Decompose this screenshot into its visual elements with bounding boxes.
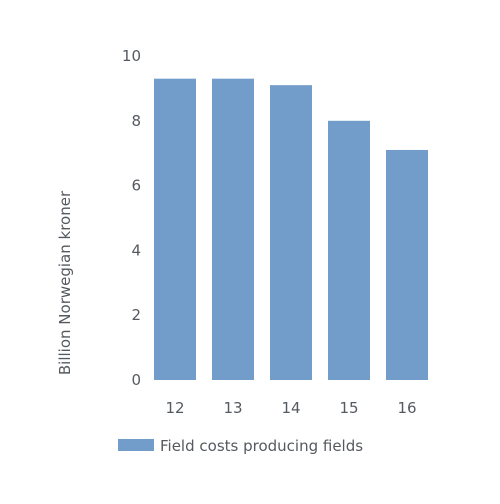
y-tick-label: 0 [131, 371, 141, 389]
y-tick-label: 8 [131, 112, 141, 130]
x-axis-ticks: 12 13 14 15 16 [165, 399, 416, 417]
y-tick-label: 2 [131, 306, 141, 324]
bar-15 [328, 120, 370, 381]
bars-group [154, 78, 428, 381]
y-tick-label: 4 [131, 241, 141, 259]
x-tick-label: 14 [281, 399, 300, 417]
x-tick-label: 15 [339, 399, 358, 417]
legend: Field costs producing fields [118, 437, 363, 455]
x-tick-label: 12 [165, 399, 184, 417]
legend-label: Field costs producing fields [160, 437, 363, 455]
bar-13 [212, 78, 254, 381]
x-tick-label: 13 [223, 399, 242, 417]
y-axis-ticks: 0 2 4 6 8 10 [122, 47, 141, 389]
bar-16 [386, 149, 428, 380]
y-axis-title: Billion Norwegian kroner [56, 190, 74, 375]
x-tick-label: 16 [397, 399, 416, 417]
y-tick-label: 6 [131, 177, 141, 195]
legend-swatch [118, 439, 154, 451]
bar-14 [270, 85, 312, 380]
y-tick-label: 10 [122, 47, 141, 65]
bar-12 [154, 78, 196, 381]
